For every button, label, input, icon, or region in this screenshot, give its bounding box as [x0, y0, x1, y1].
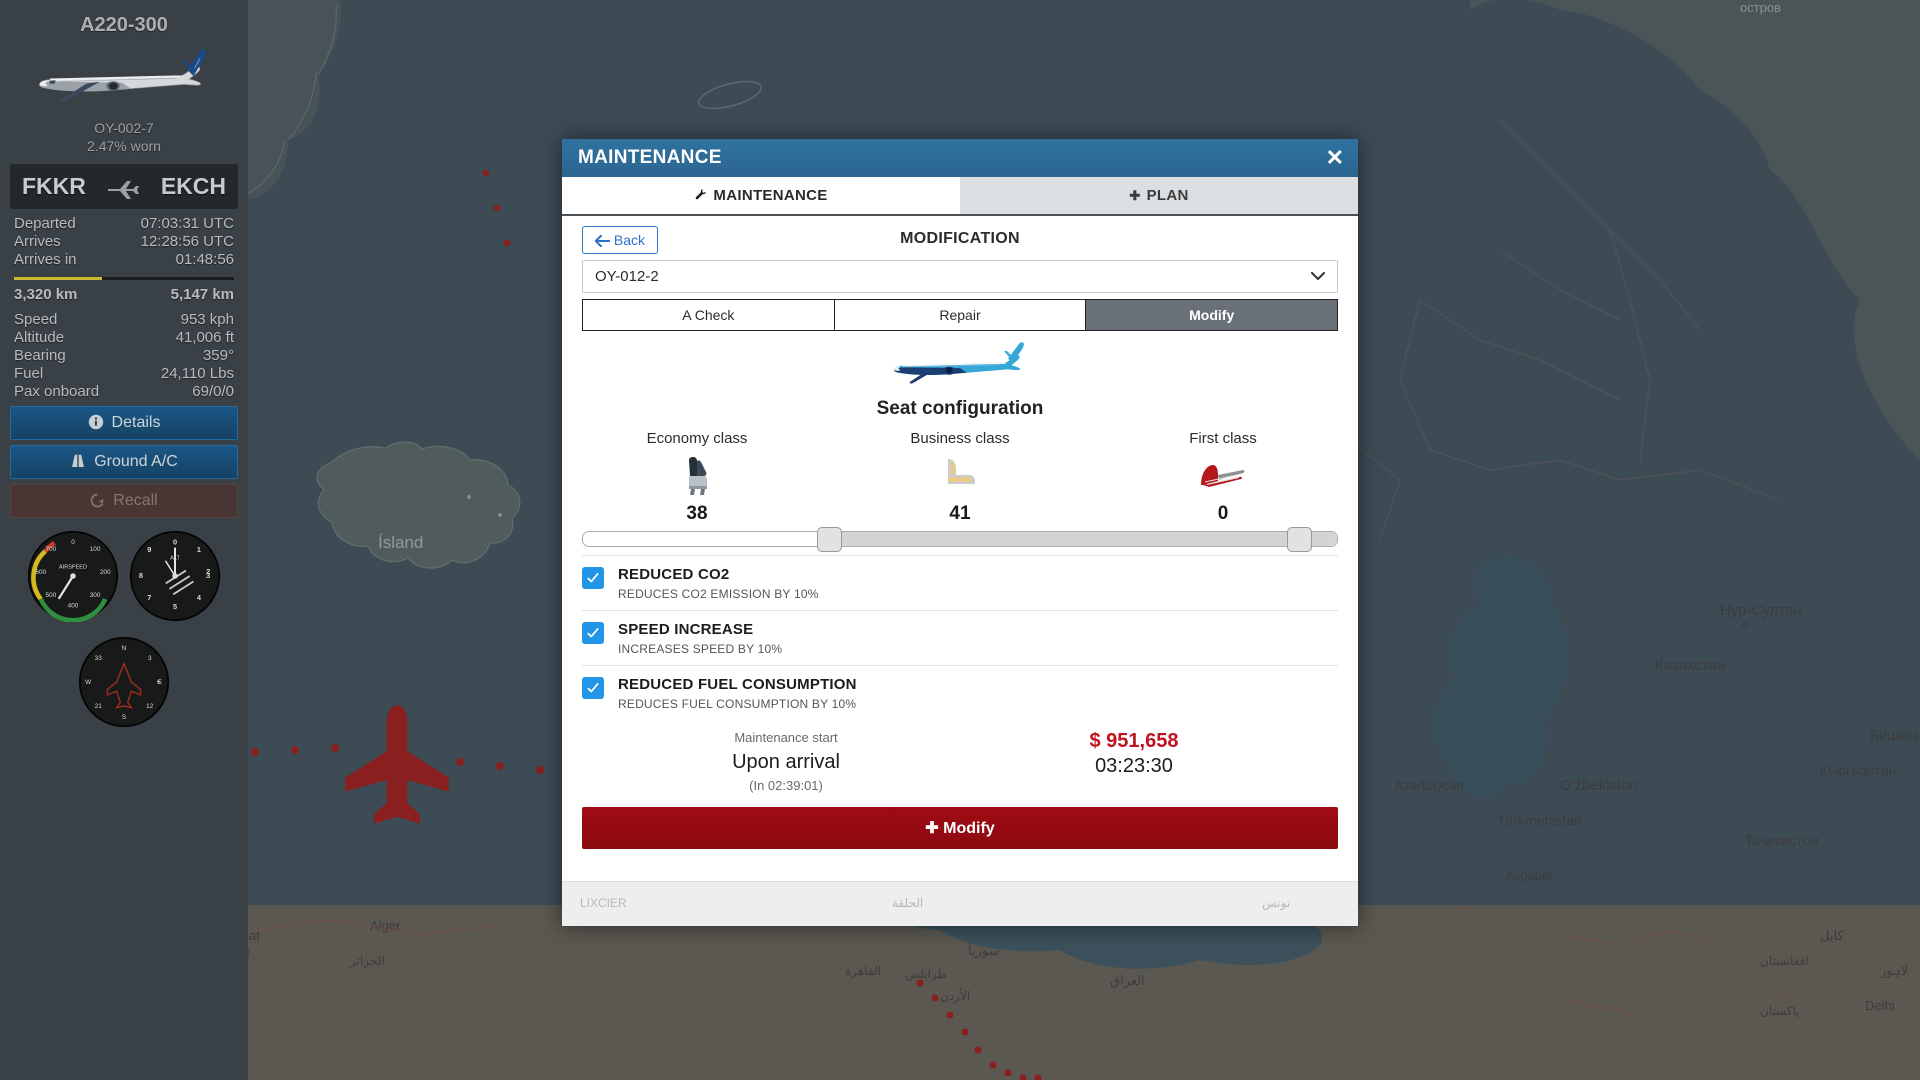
svg-text:W: W	[85, 679, 92, 686]
svg-text:1: 1	[197, 545, 201, 554]
svg-text:700: 700	[46, 546, 57, 553]
svg-text:остров: остров	[1740, 0, 1781, 15]
svg-text:Нур-Султан: Нур-Султан	[1720, 602, 1802, 619]
svg-text:AIRSPEED: AIRSPEED	[59, 565, 87, 571]
svg-text:سوريا: سوريا	[968, 943, 999, 959]
svg-text:الجزائر: الجزائر	[349, 954, 385, 968]
svg-text:القاهرة: القاهرة	[845, 964, 881, 978]
svg-text:Тоҷикистон: Тоҷикистон	[1745, 832, 1818, 848]
svg-text:500: 500	[46, 592, 57, 599]
svg-text:العراق: العراق	[1110, 973, 1145, 989]
svg-text:600: 600	[35, 569, 46, 576]
svg-text:E: E	[158, 679, 163, 686]
svg-text:N: N	[122, 645, 127, 652]
svg-text:12: 12	[146, 703, 154, 710]
svg-text:300: 300	[90, 592, 101, 599]
svg-text:پاکستان: پاکستان	[1760, 1004, 1800, 1018]
svg-text:7: 7	[147, 593, 151, 602]
svg-text:21: 21	[95, 703, 103, 710]
svg-text:Бишкек: Бишкек	[1870, 727, 1919, 743]
svg-text:Казахстан: Казахстан	[1655, 657, 1725, 674]
svg-text:افغانستان: افغانستان	[1760, 954, 1809, 968]
svg-text:Ísland: Ísland	[378, 533, 423, 552]
svg-text:400: 400	[68, 602, 79, 609]
svg-text:0: 0	[71, 539, 75, 546]
svg-text:3: 3	[206, 571, 210, 580]
svg-text:3: 3	[148, 655, 152, 662]
svg-text:5: 5	[173, 602, 177, 611]
svg-text:Türkmenistan: Türkmenistan	[1497, 812, 1582, 828]
svg-text:9: 9	[147, 545, 151, 554]
svg-text:33: 33	[95, 655, 103, 662]
svg-text:8: 8	[139, 571, 143, 580]
svg-text:Azərbaycan: Azərbaycan	[1395, 778, 1464, 793]
svg-text:Aşgabat: Aşgabat	[1505, 868, 1553, 883]
svg-text:Кыргызстан: Кыргызстан	[1820, 762, 1896, 778]
svg-text:200: 200	[100, 569, 111, 576]
svg-text:O'zbekiston: O'zbekiston	[1560, 777, 1638, 794]
svg-text:Delhi: Delhi	[1865, 998, 1895, 1013]
svg-text:طرابلس: طرابلس	[905, 967, 947, 981]
svg-text:لاہور: لاہور	[1879, 963, 1908, 979]
svg-text:کابل: کابل	[1820, 928, 1844, 943]
svg-text:S: S	[122, 714, 126, 721]
svg-text:0: 0	[173, 538, 177, 547]
svg-text:100: 100	[90, 546, 101, 553]
svg-text:الأردن: الأردن	[940, 988, 970, 1003]
